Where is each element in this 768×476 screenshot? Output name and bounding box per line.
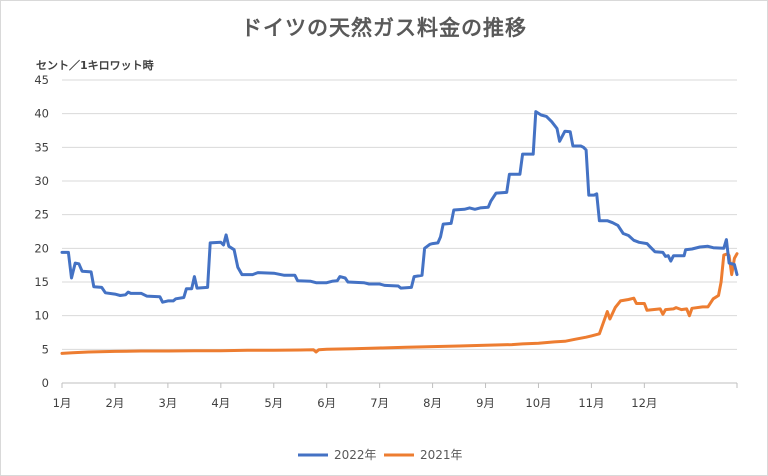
x-tick-label: 7月 bbox=[370, 396, 389, 410]
x-tick-label: 3月 bbox=[158, 396, 177, 410]
y-tick-label: 0 bbox=[42, 376, 49, 390]
y-tick-label: 20 bbox=[34, 241, 49, 255]
legend-label: 2021年 bbox=[420, 448, 463, 462]
legend-label: 2022年 bbox=[334, 448, 377, 462]
x-tick-label: 4月 bbox=[211, 396, 230, 410]
series-line-2021年 bbox=[60, 252, 739, 355]
y-tick-label: 15 bbox=[34, 275, 49, 289]
y-tick-label: 35 bbox=[34, 140, 49, 154]
chart-title: ドイツの天然ガス料金の推移 bbox=[241, 16, 527, 40]
y-axis-unit-label: セント／1キロワット時 bbox=[36, 59, 154, 72]
x-tick-label: 1月 bbox=[53, 396, 72, 410]
x-tick-label: 9月 bbox=[476, 396, 495, 410]
y-tick-label: 5 bbox=[42, 342, 49, 356]
y-tick-label: 40 bbox=[34, 107, 49, 121]
x-tick-label: 2月 bbox=[106, 396, 125, 410]
y-tick-label: 30 bbox=[34, 174, 49, 188]
x-tick-label: 10月 bbox=[525, 396, 551, 410]
x-tick-label: 12月 bbox=[631, 396, 657, 410]
x-tick-label: 5月 bbox=[264, 396, 283, 410]
y-tick-label: 45 bbox=[34, 73, 49, 87]
y-tick-label: 10 bbox=[34, 309, 49, 323]
x-tick-label: 8月 bbox=[423, 396, 442, 410]
x-tick-label: 6月 bbox=[317, 396, 336, 410]
series-line-2022年 bbox=[60, 110, 739, 304]
x-tick-label: 11月 bbox=[578, 396, 604, 410]
y-tick-label: 25 bbox=[34, 208, 49, 222]
